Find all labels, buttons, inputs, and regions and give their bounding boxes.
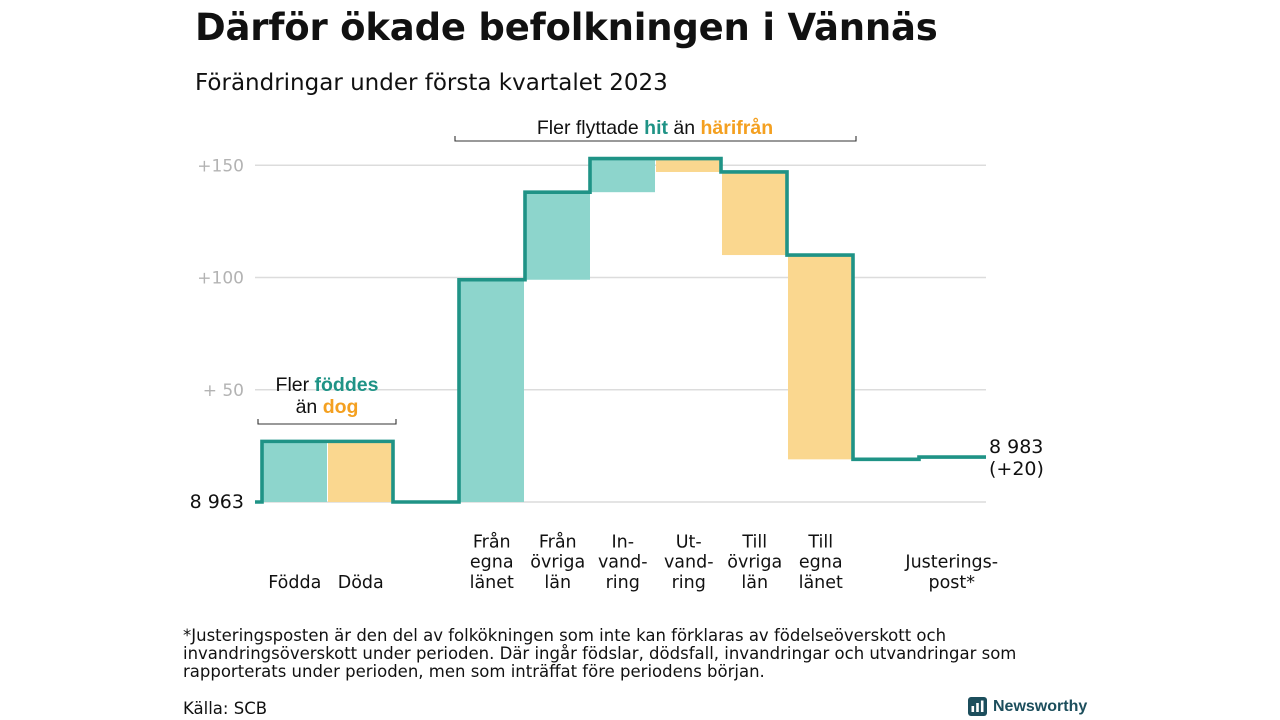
annotation-segment: än — [668, 117, 701, 139]
category-label-line: Justerings- — [904, 553, 998, 573]
category-label: Till egna länet — [799, 532, 843, 593]
category-label: Från egna länet — [470, 531, 514, 593]
category-label-line: länet — [470, 573, 514, 593]
annotation-bracket — [454, 136, 857, 142]
category-label-line: Födda — [268, 573, 321, 593]
category-label-line: Från — [473, 531, 511, 552]
step-line — [255, 156, 986, 504]
bars — [262, 158, 853, 502]
category-label: Födda — [268, 573, 321, 593]
source-label: Källa: SCB — [183, 699, 268, 718]
category-label-line: Ut- — [676, 532, 702, 552]
y-tick-label: + 50 — [203, 381, 244, 401]
category-label-line: ring — [606, 573, 640, 593]
chart-title: Därför ökade befolkningen i Vännäs — [195, 6, 938, 49]
annotation-segment: hit — [644, 117, 668, 139]
category-label: Från övriga län — [530, 531, 585, 593]
category-label: Ut-vand-ring — [664, 532, 714, 593]
y-tick-label: +100 — [197, 269, 244, 289]
category-label-line: Från — [539, 531, 577, 552]
category-label-line: Till — [741, 532, 767, 552]
annotation-segment: föddes — [315, 374, 379, 396]
chart-subtitle: Förändringar under första kvartalet 2023 — [195, 70, 668, 96]
bar-invandring — [590, 158, 655, 193]
category-label-line: övriga — [727, 553, 782, 573]
annotation-bracket — [257, 419, 397, 425]
annotation-text: Fler flyttade hit än härifrån — [537, 116, 773, 139]
y-tick-label: +150 — [197, 156, 244, 176]
category-label-line: länet — [799, 573, 843, 593]
category-label: Döda — [338, 573, 384, 593]
category-label-line: post* — [928, 573, 975, 593]
bar-döda — [328, 441, 393, 502]
category-label-line: egna — [799, 553, 843, 573]
annotation-text: än dog — [296, 396, 359, 418]
category-label-line: vand- — [664, 553, 714, 573]
category-label-line: Döda — [338, 573, 384, 593]
annotation-migration: Fler flyttade hit än härifrån — [454, 116, 857, 142]
annotation-text: Fler föddes — [276, 374, 379, 396]
category-label: Justerings-post* — [904, 553, 998, 593]
bar-utvandring — [656, 158, 721, 172]
category-label-line: län — [544, 573, 571, 593]
category-label-line: Till — [807, 532, 833, 552]
annotation-segment: dog — [323, 396, 359, 418]
category-label-line: övriga — [530, 553, 585, 573]
category-label-line: In- — [611, 532, 634, 552]
bar-frånövrigalän — [525, 192, 590, 280]
footnote: *Justeringsposten är den del av folkökni… — [183, 626, 1017, 681]
category-label-line: län — [741, 573, 768, 593]
category-label: In-vand-ring — [598, 532, 648, 593]
end-value-label: 8 983 — [989, 436, 1043, 458]
brand-name: Newsworthy — [993, 697, 1088, 715]
newsworthy-logo-icon — [968, 697, 987, 716]
annotation-segment: härifrån — [701, 116, 774, 139]
annotation-segment: Fler — [276, 374, 315, 396]
bar-tillövrigalän — [722, 171, 787, 256]
start-value-label: 8 963 — [190, 491, 244, 513]
bar-tillegnalänet — [788, 255, 853, 460]
newsworthy-brand: Newsworthy — [968, 697, 1087, 716]
category-label-line: egna — [470, 553, 514, 573]
bar-födda — [262, 441, 327, 502]
category-label-line: vand- — [598, 553, 648, 573]
end-change-label: (+20) — [989, 458, 1044, 480]
category-label: Till övriga län — [727, 532, 782, 593]
annotation-segment: än — [296, 396, 323, 418]
category-label-line: ring — [672, 573, 706, 593]
annotation-segment: Fler flyttade — [537, 117, 644, 139]
bar-frånegnalänet — [459, 279, 524, 502]
